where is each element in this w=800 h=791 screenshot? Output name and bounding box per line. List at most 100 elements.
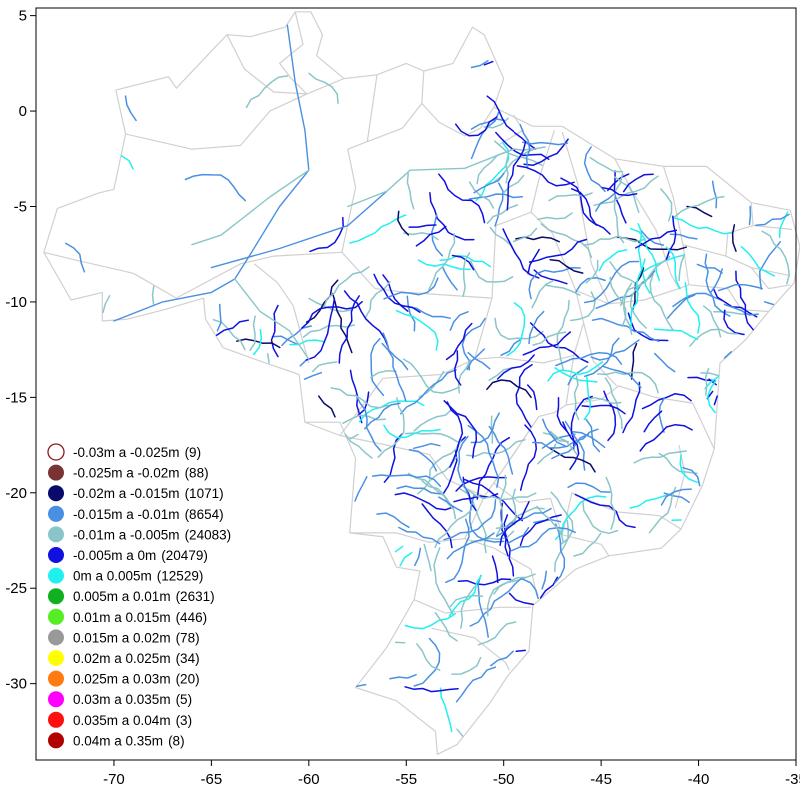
road-segment — [446, 401, 464, 468]
road-segment — [496, 507, 552, 538]
road-segment — [342, 414, 387, 424]
legend-label: 0m a 0.005m (12529) — [73, 569, 203, 584]
legend-swatch — [48, 650, 64, 666]
road-segment — [421, 479, 457, 520]
road-segment — [607, 173, 630, 192]
road-segment — [723, 351, 732, 359]
legend-count: (2631) — [176, 589, 215, 604]
road-segment — [406, 172, 415, 210]
road-segment — [540, 223, 593, 259]
road-segment — [515, 363, 533, 428]
road-segment — [550, 491, 574, 545]
legend-count: (88) — [185, 466, 209, 481]
legend-label: 0.04m a 0.35m (8) — [73, 733, 185, 748]
road-segment — [516, 165, 575, 187]
road-segment — [532, 428, 599, 449]
road-segment — [249, 315, 256, 352]
road-segment — [347, 148, 515, 208]
x-tick-label: -50 — [493, 771, 515, 788]
state-border-line — [493, 416, 610, 557]
legend-count: (20) — [176, 672, 200, 687]
state-border-line — [682, 244, 789, 276]
road-segment — [270, 304, 279, 358]
road-segment — [464, 478, 523, 522]
road-segment — [370, 337, 385, 397]
road-segment — [389, 673, 417, 680]
road-segment — [700, 372, 720, 377]
legend-entry: 0.02m a 0.025m (34) — [48, 650, 200, 666]
road-segment — [369, 370, 397, 379]
road-segment — [357, 391, 370, 417]
x-tick-label: -60 — [298, 771, 320, 788]
road-segment — [494, 182, 504, 227]
road-segment — [528, 310, 545, 345]
road-segment — [639, 423, 693, 452]
road-segment — [477, 574, 489, 638]
road-segment — [421, 503, 453, 549]
legend-entry: 0.035m a 0.04m (3) — [48, 711, 192, 728]
legend-label: 0.015m a 0.02m (78) — [73, 630, 200, 645]
road-segment — [506, 526, 530, 545]
road-segment — [641, 392, 692, 410]
road-segment — [330, 387, 389, 409]
road-segment — [373, 273, 421, 313]
road-segment — [234, 278, 310, 360]
road-segment — [711, 180, 718, 209]
road-segment — [521, 578, 539, 600]
legend-range: 0m a 0.005m — [73, 569, 152, 584]
road-segment — [305, 279, 339, 323]
road-segment — [434, 612, 458, 642]
road-segment — [556, 396, 568, 432]
legend-label: -0.005m a 0m (20479) — [73, 548, 208, 563]
road-segment — [672, 292, 723, 308]
road-segment — [660, 488, 692, 506]
road-segment — [678, 253, 686, 282]
road-segment — [666, 294, 696, 319]
road-segment — [470, 412, 500, 444]
state-border-line — [583, 322, 618, 387]
road-segment — [660, 188, 673, 222]
road-segment — [528, 238, 588, 263]
road-segment — [761, 230, 790, 285]
legend-swatch — [48, 711, 64, 728]
legend-swatch — [48, 670, 64, 687]
road-segment — [548, 192, 593, 202]
plot-frame — [35, 7, 797, 761]
legend-label: 0.025m a 0.03m (20) — [73, 672, 200, 687]
road-segment — [682, 466, 701, 487]
road-segment — [289, 339, 326, 346]
road-segment — [510, 526, 576, 552]
road-segment — [468, 193, 524, 200]
y-tick-label: -15 — [5, 389, 27, 406]
road-segment — [623, 282, 633, 336]
road-segment — [585, 418, 601, 453]
road-segment — [468, 181, 495, 209]
road-segment — [383, 433, 404, 483]
road-segment — [120, 155, 134, 170]
road-segment — [537, 212, 573, 221]
legend-swatch — [48, 691, 64, 708]
road-segment — [486, 379, 532, 399]
legend-swatch — [48, 629, 64, 646]
legend-count: (8) — [168, 733, 185, 748]
road-segment — [445, 518, 470, 584]
road-segment — [281, 325, 312, 347]
road-segment — [470, 111, 500, 160]
state-border-line — [413, 599, 531, 614]
road-segment — [573, 532, 602, 557]
road-segment — [735, 270, 754, 331]
road-segment — [640, 230, 665, 246]
road-segment — [469, 577, 523, 627]
legend-swatch — [48, 567, 64, 584]
road-segment — [533, 269, 568, 285]
road-segment — [562, 421, 580, 471]
road-segment — [658, 397, 666, 433]
legend-label: 0.03m a 0.035m (5) — [73, 692, 192, 707]
road-segment — [665, 215, 677, 260]
road-segment — [575, 276, 606, 293]
road-segment — [454, 116, 498, 137]
road-segment — [665, 246, 681, 290]
road-segment — [513, 131, 537, 150]
road-segment — [398, 526, 441, 545]
legend-swatch — [47, 443, 65, 461]
